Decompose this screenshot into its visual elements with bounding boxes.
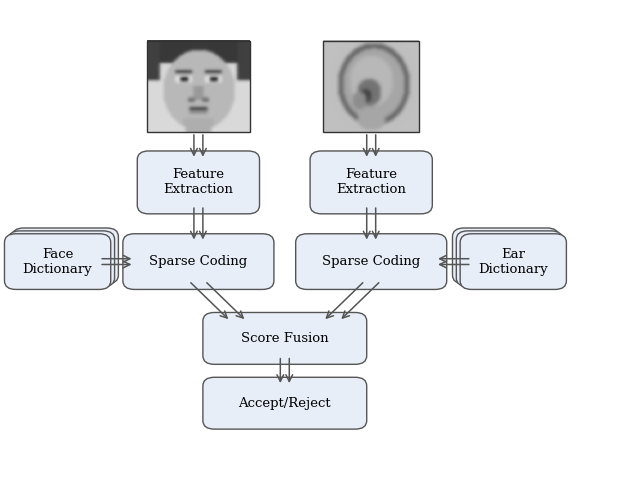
FancyBboxPatch shape <box>296 234 447 289</box>
Text: Score Fusion: Score Fusion <box>241 332 328 345</box>
FancyBboxPatch shape <box>203 377 367 429</box>
Bar <box>147 41 250 132</box>
Text: Feature
Extraction: Feature Extraction <box>163 168 234 196</box>
FancyBboxPatch shape <box>203 312 367 364</box>
Text: Sparse Coding: Sparse Coding <box>149 255 248 268</box>
FancyBboxPatch shape <box>123 234 274 289</box>
FancyBboxPatch shape <box>460 234 566 289</box>
FancyBboxPatch shape <box>310 151 433 214</box>
FancyBboxPatch shape <box>12 228 118 284</box>
Text: Feature
Extraction: Feature Extraction <box>336 168 406 196</box>
FancyBboxPatch shape <box>456 231 563 287</box>
FancyBboxPatch shape <box>452 228 559 284</box>
Text: Sparse Coding: Sparse Coding <box>322 255 420 268</box>
Text: Ear
Dictionary: Ear Dictionary <box>479 248 548 276</box>
FancyBboxPatch shape <box>138 151 260 214</box>
Bar <box>323 41 419 132</box>
Text: Accept/Reject: Accept/Reject <box>239 396 331 410</box>
FancyBboxPatch shape <box>8 231 115 287</box>
FancyBboxPatch shape <box>4 234 111 289</box>
Text: Face
Dictionary: Face Dictionary <box>23 248 92 276</box>
